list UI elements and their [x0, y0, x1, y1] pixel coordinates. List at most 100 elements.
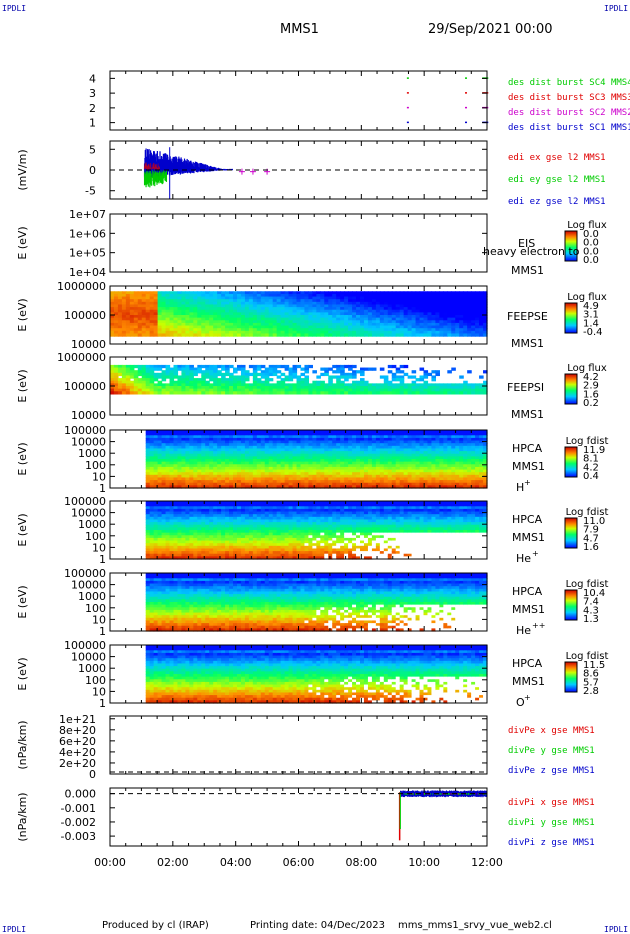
spectrogram-cell: [471, 469, 476, 473]
spectrogram-cell: [189, 386, 194, 390]
spectrogram-cell: [403, 330, 409, 335]
spectrogram-cell: [304, 474, 310, 479]
spectrogram-cell: [173, 432, 179, 436]
spectrogram-cell: [356, 474, 361, 479]
spectrogram-cell: [256, 378, 262, 382]
spectrogram-cell: [193, 508, 198, 513]
spectrogram-cell: [137, 304, 143, 308]
spectrogram-cell: [264, 482, 270, 486]
spectrogram-cell: [455, 325, 460, 329]
spectrogram-cell: [443, 453, 448, 457]
spectrogram-cell: [467, 386, 472, 390]
spectrogram-cell: [344, 328, 349, 332]
spectrogram-cell: [189, 430, 194, 434]
spectrogram-cell: [344, 333, 349, 337]
spectrogram-cell: [363, 440, 369, 444]
spectrogram-cell: [451, 432, 456, 436]
spectrogram-cell: [173, 551, 179, 555]
spectrogram-cell: [288, 469, 294, 473]
spectrogram-cell: [173, 459, 179, 463]
spectrogram-cell: [157, 445, 163, 450]
spectrogram-cell: [471, 388, 476, 392]
spectrogram-cell: [288, 459, 294, 463]
spectrogram-cell: [439, 485, 444, 489]
spectrogram-cell: [308, 437, 313, 442]
spectrogram-cell: [320, 380, 325, 384]
spectrogram-cell: [431, 485, 437, 489]
spectrogram-cell: [348, 474, 353, 479]
spectrogram-cell: [177, 386, 183, 390]
spectrogram-cell: [435, 443, 440, 447]
spectrogram-cell: [268, 320, 274, 324]
spectrogram-cell: [236, 464, 242, 468]
spectrogram-cell: [221, 380, 226, 384]
spectrogram-cell: [316, 307, 321, 311]
spectrogram-cell: [336, 432, 341, 436]
spectrogram-cell: [419, 456, 425, 460]
spectrogram-cell: [129, 375, 135, 379]
spectrogram-cell: [205, 530, 210, 534]
spectrogram-cell: [209, 503, 214, 507]
spectrogram-cell: [157, 461, 163, 465]
spectrogram-cell: [391, 333, 397, 337]
spectrogram-cell: [288, 304, 294, 308]
spectrogram-cell: [157, 437, 163, 442]
spectrogram-cell: [455, 291, 460, 295]
spectrogram-cell: [121, 388, 127, 392]
spectrogram-cell: [383, 291, 389, 295]
spectrogram-cell: [185, 312, 190, 316]
spectrogram-cell: [129, 364, 135, 369]
spectrogram-cell: [407, 466, 413, 471]
spectrogram-cell: [300, 456, 306, 460]
spectrogram-cell: [209, 435, 214, 439]
spectrogram-cell: [415, 474, 421, 479]
spectrogram-cell: [463, 388, 468, 392]
spectrogram-cell: [423, 477, 429, 481]
spectrogram-cell: [379, 388, 385, 392]
spectrogram-cell: [189, 296, 194, 300]
spectrogram-cell: [483, 293, 488, 298]
spectrogram-cell: [169, 472, 175, 476]
spectrogram-cell: [475, 437, 480, 442]
spectrogram-cell: [451, 480, 456, 484]
spectrogram-cell: [360, 477, 365, 481]
spectrogram-cell: [431, 296, 437, 300]
spectrogram-cell: [399, 445, 405, 450]
spectrogram-cell: [415, 437, 421, 442]
spectrogram-cell: [367, 296, 373, 300]
spectrogram-cell: [459, 301, 464, 306]
spectrogram-cell: [459, 451, 464, 455]
spectrogram-cell: [209, 386, 214, 390]
spectrogram-cell: [443, 301, 448, 306]
spectrogram-cell: [110, 307, 115, 311]
spectrogram-cell: [467, 293, 472, 298]
spectrogram-cell: [213, 378, 218, 382]
spectrogram-cell: [221, 299, 226, 303]
spectrogram-cell: [185, 464, 190, 468]
spectrogram-cell: [324, 430, 329, 434]
spectrogram-cell: [459, 448, 464, 452]
spectrogram-cell: [356, 299, 361, 303]
spectrogram-cell: [129, 367, 135, 371]
spectrogram-cell: [383, 375, 389, 379]
spectrogram-cell: [260, 364, 266, 369]
spectrogram-cell: [185, 551, 190, 555]
spectrogram-cell: [371, 330, 377, 335]
spectrogram-cell: [332, 391, 337, 395]
spectrogram-cell: [324, 443, 329, 447]
spectrogram-cell: [308, 301, 313, 306]
spectrogram-cell: [225, 388, 230, 392]
spectrogram-cell: [161, 461, 167, 465]
spectrogram-cell: [217, 296, 222, 300]
spectrogram-cell: [268, 388, 274, 392]
spectrogram-cell: [467, 472, 472, 476]
spectrogram-cell: [268, 480, 274, 484]
spectrogram-cell: [356, 435, 361, 439]
spectrogram-cell: [431, 320, 437, 324]
spectrogram-cell: [149, 474, 155, 479]
spectrogram-cell: [411, 430, 417, 434]
spectrogram-cell: [479, 333, 484, 337]
spectrogram-cell: [415, 320, 421, 324]
spectrogram-cell: [125, 307, 131, 311]
spectrogram-cell: [455, 304, 460, 308]
